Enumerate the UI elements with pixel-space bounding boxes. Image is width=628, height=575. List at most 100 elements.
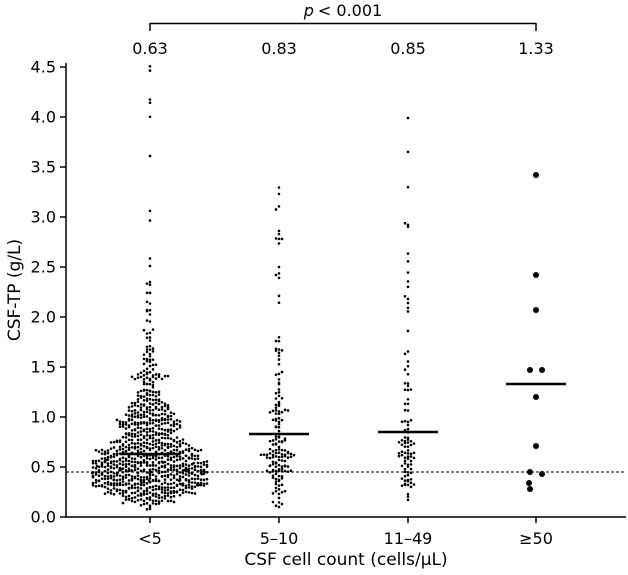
- data-point: [406, 420, 410, 424]
- data-point: [175, 449, 179, 452]
- data-point: [148, 405, 152, 409]
- data-point: [145, 367, 149, 371]
- data-point: [120, 468, 123, 471]
- data-point: [175, 458, 179, 462]
- data-point: [277, 348, 281, 351]
- data-point: [139, 444, 143, 447]
- data-point: [112, 463, 116, 466]
- data-point: [142, 362, 146, 366]
- data-point: [103, 460, 107, 464]
- data-point: [112, 487, 116, 490]
- data-point: [148, 417, 152, 420]
- data-point: [157, 448, 161, 451]
- data-point: [178, 474, 182, 478]
- data-point: [130, 375, 134, 379]
- data-point: [130, 469, 133, 472]
- y-tick-label: 4.0: [31, 108, 56, 127]
- data-point: [130, 496, 134, 500]
- data-point: [193, 473, 197, 477]
- data-point: [130, 457, 134, 460]
- y-tick-label: 3.0: [31, 208, 56, 227]
- data-point: [166, 494, 170, 497]
- data-point: [403, 479, 407, 482]
- data-point: [105, 458, 108, 462]
- data-point: [403, 459, 407, 463]
- data-point: [280, 459, 284, 462]
- data-point: [124, 459, 128, 462]
- data-point: [271, 409, 275, 413]
- data-point: [136, 498, 140, 502]
- data-point: [130, 415, 134, 418]
- data-point: [406, 452, 410, 455]
- data-point: [112, 484, 116, 487]
- data-point: [166, 433, 170, 437]
- data-point: [133, 483, 137, 486]
- data-point: [406, 409, 410, 412]
- data-point: [121, 423, 125, 426]
- data-point: [121, 475, 125, 478]
- data-point: [145, 492, 149, 496]
- data-point: [160, 418, 164, 422]
- data-point: [277, 412, 281, 416]
- data-point: [100, 448, 104, 452]
- data-point: [97, 479, 101, 483]
- data-point: [172, 422, 176, 426]
- data-point: [109, 492, 113, 495]
- data-point: [406, 470, 410, 474]
- data-point: [106, 483, 110, 486]
- x-ticks: <5 5–10 11–49 ≥50: [138, 517, 553, 548]
- data-point: [151, 328, 155, 331]
- data-point: [154, 464, 158, 467]
- data-point: [127, 455, 131, 459]
- data-point: [172, 494, 176, 498]
- data-point: [148, 336, 152, 339]
- data-point: [403, 352, 407, 356]
- data-point: [178, 458, 182, 461]
- data-point: [406, 116, 410, 120]
- data-point: [127, 498, 131, 501]
- data-point: [160, 491, 164, 494]
- data-point: [145, 407, 149, 411]
- data-point: [121, 435, 125, 439]
- data-point: [145, 421, 149, 425]
- data-point: [277, 205, 281, 208]
- data-point: [172, 500, 176, 504]
- data-point: [160, 436, 164, 440]
- data-point: [406, 271, 410, 274]
- data-point: [142, 389, 146, 392]
- data-point: [160, 470, 164, 474]
- data-point: [160, 432, 164, 436]
- data-point: [277, 339, 281, 343]
- data-point: [196, 474, 200, 478]
- data-point: [190, 462, 194, 466]
- data-point: [157, 390, 161, 394]
- data-point: [145, 348, 149, 351]
- data-point: [196, 454, 200, 458]
- data-point: [160, 464, 164, 468]
- median-value-label: 0.83: [261, 39, 297, 58]
- data-point: [274, 349, 278, 352]
- data-point: [533, 443, 539, 449]
- data-point: [526, 480, 532, 486]
- data-point: [169, 442, 173, 446]
- data-point: [178, 439, 182, 443]
- data-point: [409, 467, 413, 471]
- data-point: [151, 413, 155, 417]
- data-point: [148, 477, 152, 480]
- data-point: [127, 438, 131, 442]
- data-point: [136, 467, 140, 471]
- data-point: [178, 493, 182, 497]
- data-point: [160, 422, 164, 426]
- data-point: [118, 481, 122, 485]
- data-point: [163, 497, 167, 500]
- data-point: [151, 385, 155, 389]
- data-point: [115, 483, 119, 487]
- data-point: [130, 401, 134, 405]
- data-point: [136, 394, 140, 397]
- data-point: [403, 402, 407, 406]
- data-point: [151, 347, 155, 350]
- data-point: [280, 465, 284, 468]
- data-point: [133, 486, 137, 490]
- data-point: [409, 471, 413, 475]
- data-point: [115, 440, 119, 444]
